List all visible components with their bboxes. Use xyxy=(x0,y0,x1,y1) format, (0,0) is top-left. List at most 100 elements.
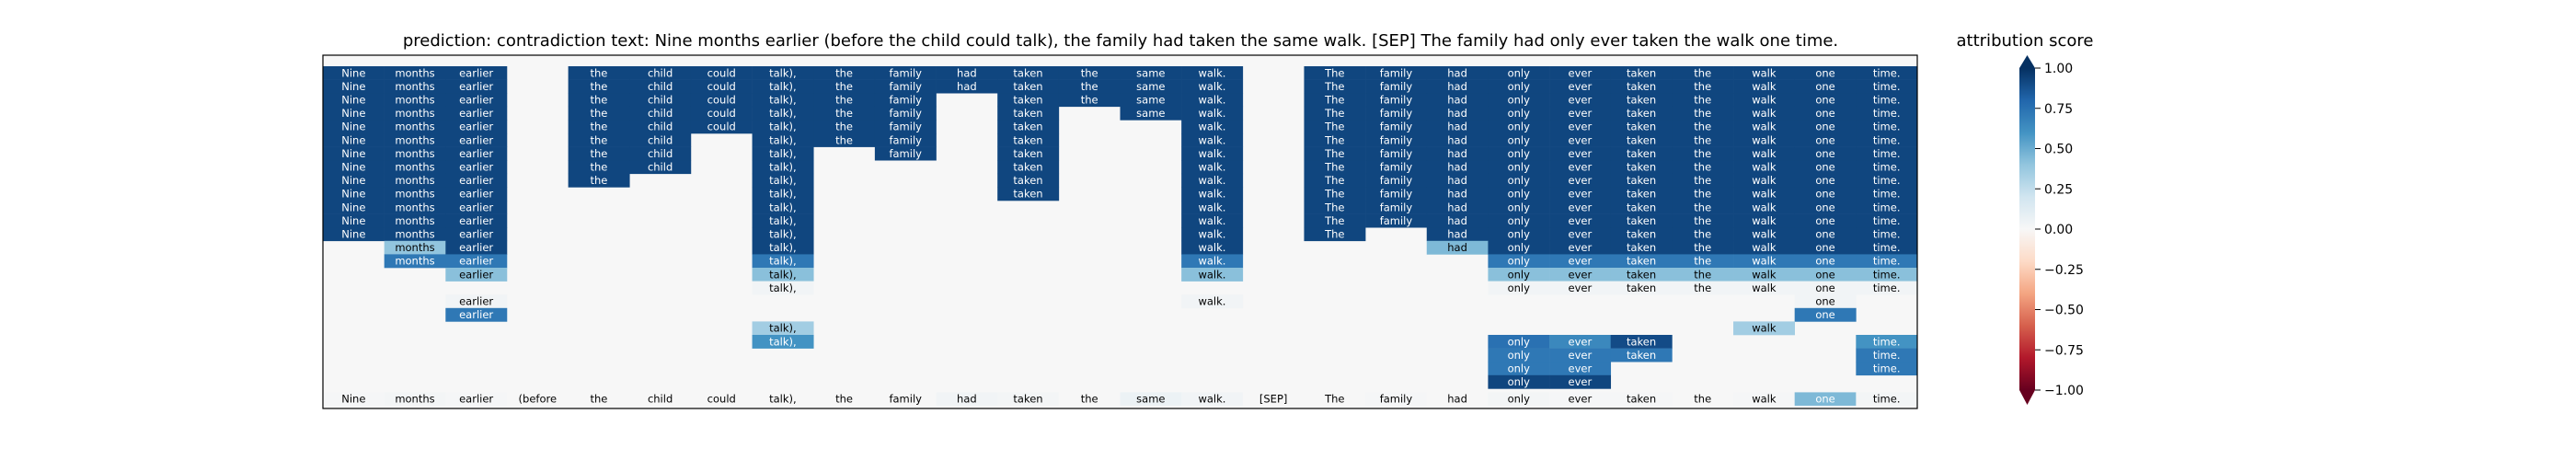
heatmap-cell xyxy=(1672,146,1734,161)
heatmap-cell-label: months xyxy=(395,188,434,201)
heatmap-cell xyxy=(813,93,876,108)
heatmap-cell-label: the xyxy=(1694,174,1711,187)
heatmap-cell xyxy=(752,268,814,282)
heatmap-cell xyxy=(1488,240,1550,255)
heatmap-cell-label: earlier xyxy=(459,80,493,93)
heatmap-cell-label: The xyxy=(1324,188,1344,201)
colorbar-extend-top xyxy=(2019,55,2035,68)
heatmap-cell-label: had xyxy=(1447,214,1467,227)
heatmap-cell xyxy=(1794,160,1857,175)
heatmap-cell-label: child xyxy=(648,133,673,146)
heatmap-cell xyxy=(384,79,446,94)
heatmap-cell xyxy=(1181,93,1244,108)
heatmap-cell xyxy=(1120,93,1182,108)
heatmap-cell xyxy=(445,201,508,214)
heatmap-cell xyxy=(752,106,814,121)
heatmap-cell-label: Nine xyxy=(341,214,365,227)
heatmap-cell xyxy=(1794,93,1857,108)
heatmap-cell xyxy=(1856,281,1918,295)
heatmap-cell xyxy=(936,79,998,94)
heatmap-cell-label: the xyxy=(1694,268,1711,281)
heatmap-cell-label: family xyxy=(1380,80,1413,93)
heatmap-cell xyxy=(1549,240,1612,255)
heatmap-cell-label: family xyxy=(1380,107,1413,120)
heatmap-cell xyxy=(997,173,1060,188)
heatmap-cell-label: ever xyxy=(1569,94,1593,107)
heatmap-cell-label: child xyxy=(648,161,673,174)
heatmap-cell-label: the xyxy=(1694,107,1711,120)
heatmap-cell-label: only xyxy=(1508,362,1531,375)
heatmap-cell xyxy=(445,307,508,322)
heatmap-cell-label: taken xyxy=(1627,80,1656,93)
heatmap-cell xyxy=(1304,146,1366,161)
heatmap-cell xyxy=(1181,213,1244,228)
bottom-token-cell xyxy=(752,392,814,406)
heatmap-cell-label: the xyxy=(1694,66,1711,79)
heatmap-cell xyxy=(1856,173,1918,188)
bottom-token-cell xyxy=(1610,392,1673,406)
heatmap-cell xyxy=(1794,66,1857,80)
heatmap-cell-label: only xyxy=(1508,268,1531,281)
heatmap-cell-label: the xyxy=(1694,133,1711,146)
heatmap-cell-label: one xyxy=(1815,282,1834,294)
heatmap-cell xyxy=(874,133,937,147)
heatmap-cell xyxy=(384,66,446,80)
heatmap-cell xyxy=(1549,254,1612,269)
bottom-token-cell xyxy=(1365,392,1428,406)
heatmap-cell-label: time. xyxy=(1873,133,1901,146)
heatmap-cell-label: time. xyxy=(1873,214,1901,227)
heatmap-cell xyxy=(323,106,385,121)
heatmap-cell-label: only xyxy=(1508,66,1531,79)
heatmap-cell-label: taken xyxy=(1013,121,1042,133)
heatmap-cell xyxy=(1856,254,1918,269)
heatmap-cell xyxy=(323,79,385,94)
heatmap-cell-label: walk xyxy=(1752,66,1777,79)
heatmap-cell-label: one xyxy=(1815,308,1834,321)
heatmap-cell-label: only xyxy=(1508,161,1531,174)
heatmap-cell xyxy=(323,227,385,242)
heatmap-cell-label: only xyxy=(1508,121,1531,133)
heatmap-cell xyxy=(1549,362,1612,376)
heatmap-cell xyxy=(1426,66,1489,80)
heatmap-cell-label: months xyxy=(395,174,434,187)
heatmap-cell xyxy=(1856,133,1918,147)
heatmap-cell-label: only xyxy=(1508,107,1531,120)
heatmap-cell-label: walk. xyxy=(1198,188,1225,201)
bottom-token-cell xyxy=(1426,392,1489,406)
heatmap-cell-label: the xyxy=(591,107,608,120)
heatmap-cell-label: only xyxy=(1508,201,1531,213)
heatmap-cell-label: walk xyxy=(1752,174,1777,187)
heatmap-cell-label: walk. xyxy=(1198,268,1225,281)
heatmap-cell-label: taken xyxy=(1627,174,1656,187)
bottom-token-label: (before xyxy=(519,393,558,406)
heatmap-cell xyxy=(1488,173,1550,188)
heatmap-cell xyxy=(813,66,876,80)
colorbar xyxy=(2019,55,2035,405)
heatmap-cell xyxy=(1426,187,1489,201)
heatmap-cell-label: talk), xyxy=(769,201,797,213)
heatmap-cell-label: taken xyxy=(1013,161,1042,174)
heatmap-cell xyxy=(997,133,1060,147)
heatmap-cell xyxy=(752,66,814,80)
heatmap-cell-label: walk. xyxy=(1198,214,1225,227)
bottom-token-cell xyxy=(690,392,753,406)
heatmap-cell-label: time. xyxy=(1873,241,1901,254)
heatmap-cell xyxy=(1794,173,1857,188)
heatmap-cell-label: the xyxy=(591,174,608,187)
heatmap-cell-label: only xyxy=(1508,375,1531,388)
heatmap-cell-label: family xyxy=(889,107,922,120)
heatmap-cell xyxy=(1856,93,1918,108)
heatmap-cell xyxy=(323,160,385,175)
bottom-token-label: talk), xyxy=(769,393,797,406)
heatmap-cell-label: one xyxy=(1815,147,1834,160)
heatmap-cell-label: walk xyxy=(1752,94,1777,107)
heatmap-cell xyxy=(1488,335,1550,349)
heatmap-cell xyxy=(1365,79,1428,94)
heatmap-cell-label: ever xyxy=(1569,214,1593,227)
bottom-token-cell xyxy=(997,392,1060,406)
bottom-token-cell xyxy=(1488,392,1550,406)
heatmap-cell xyxy=(1181,146,1244,161)
heatmap-cell xyxy=(813,120,876,134)
bottom-token-cell xyxy=(568,392,630,406)
heatmap-cell-label: ever xyxy=(1569,282,1593,294)
